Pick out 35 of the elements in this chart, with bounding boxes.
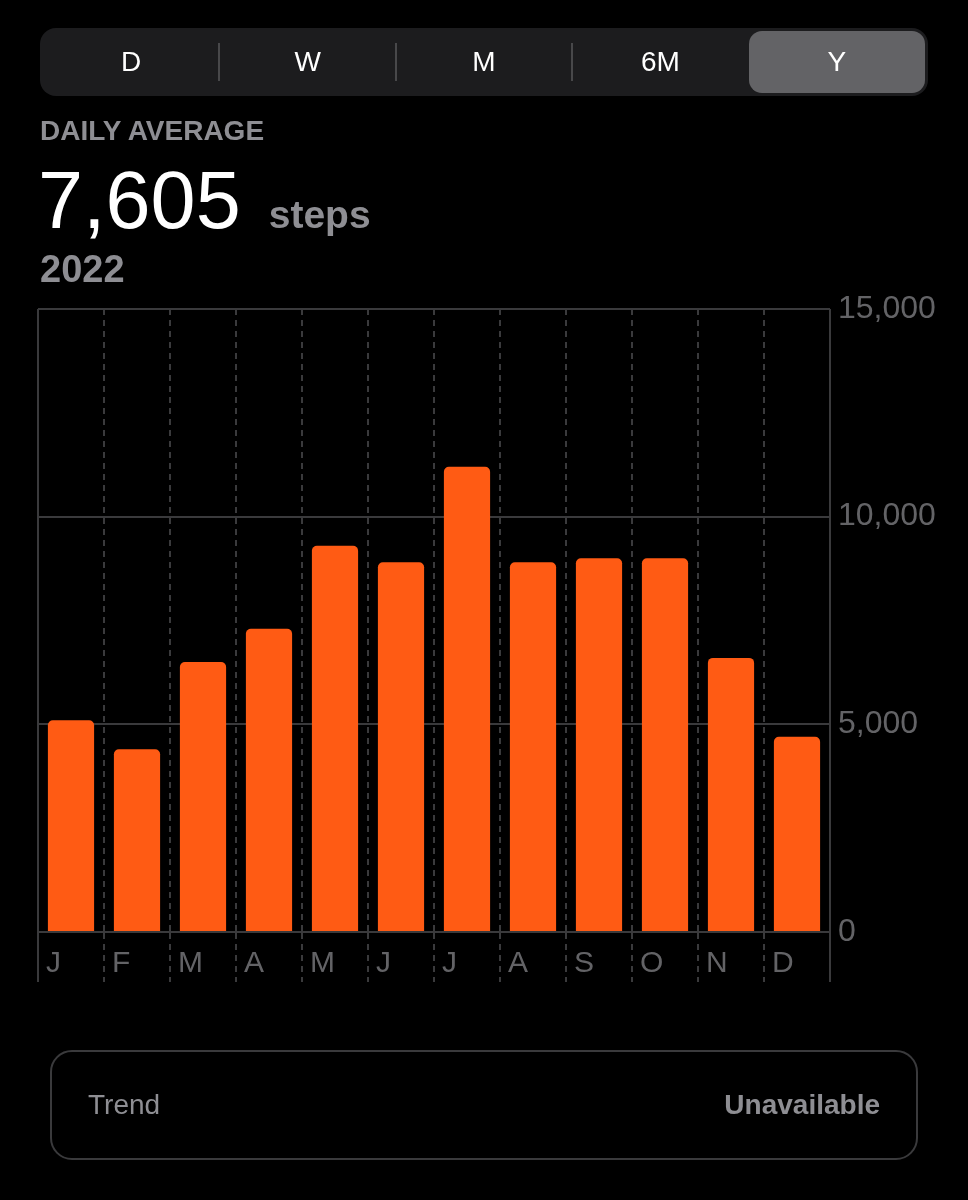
y-tick-label: 0 bbox=[838, 911, 856, 948]
x-tick-label: F bbox=[112, 945, 131, 979]
segmented-control: D W M 6M Y bbox=[40, 28, 928, 96]
info-card: Trend Unavailable bbox=[50, 1050, 918, 1160]
text: steps bbox=[268, 193, 371, 236]
bar bbox=[641, 558, 689, 931]
bar bbox=[245, 628, 293, 931]
x-tick-label: D bbox=[772, 945, 794, 979]
x-tick-label: M bbox=[178, 945, 203, 979]
y-tick-label: 10,000 bbox=[838, 496, 936, 533]
x-tick-label: S bbox=[574, 945, 595, 979]
bar bbox=[509, 562, 557, 931]
chart-title: DAILY AVERAGE bbox=[40, 115, 265, 146]
selected-segment: Y bbox=[748, 31, 926, 93]
bar bbox=[47, 720, 95, 931]
x-tick-label: J bbox=[376, 945, 391, 979]
x-tick-label: A bbox=[508, 945, 529, 979]
x-tick-label: O bbox=[640, 945, 664, 979]
y-tick-label: 15,000 bbox=[838, 288, 936, 325]
text: 7,605 bbox=[38, 155, 241, 245]
bar bbox=[311, 545, 359, 931]
x-tick-label: A bbox=[244, 945, 265, 979]
bar bbox=[575, 558, 623, 931]
bar bbox=[707, 657, 755, 931]
bar bbox=[113, 749, 161, 931]
x-tick-label: J bbox=[442, 945, 457, 979]
bar bbox=[377, 562, 425, 931]
bar bbox=[443, 466, 491, 931]
x-tick-label: M bbox=[310, 945, 335, 979]
bar bbox=[773, 736, 821, 931]
y-tick-label: 5,000 bbox=[838, 704, 919, 741]
x-tick-label: J bbox=[46, 945, 61, 979]
bar bbox=[179, 662, 227, 931]
x-tick-label: N bbox=[706, 945, 728, 979]
chart-subtitle: 2022 bbox=[40, 248, 125, 290]
